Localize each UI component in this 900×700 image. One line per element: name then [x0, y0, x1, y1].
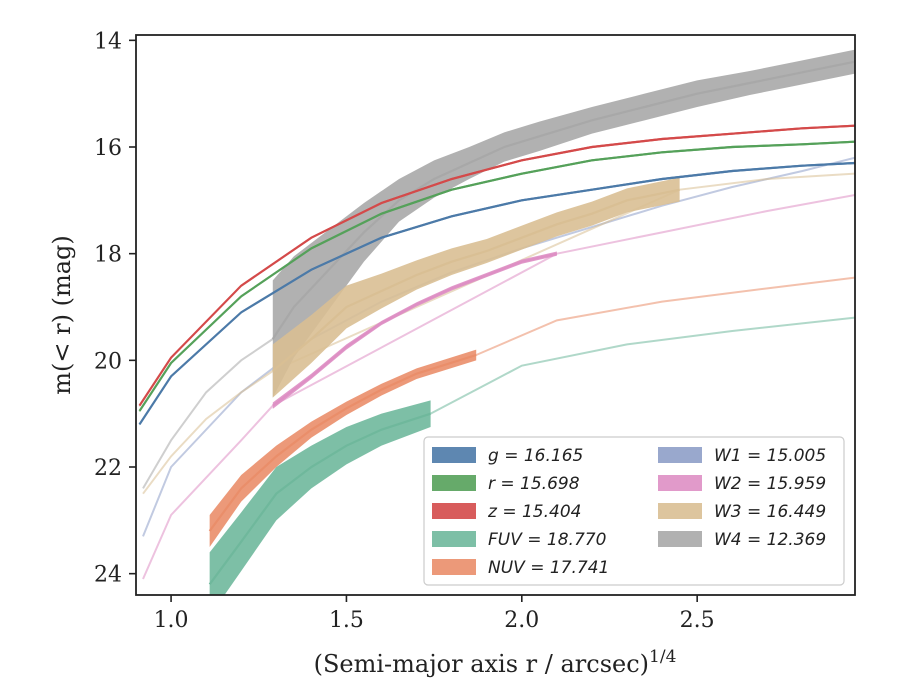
- band-centerline-w3: [272, 188, 680, 372]
- y-tick-label-14: 14: [94, 29, 122, 54]
- model-line-fuv: [430, 316, 855, 415]
- legend-label-fuv: FUV = 18.770: [488, 530, 606, 550]
- legend-swatch-r: [432, 475, 476, 491]
- band-centerline-z: [138, 124, 855, 407]
- band-centerline-r: [138, 140, 855, 412]
- y-tick-label-24: 24: [94, 563, 122, 588]
- legend-swatch-w1: [658, 447, 702, 463]
- legend-swatch-w3: [658, 503, 702, 519]
- x-tick-label-2-5: 2.5: [680, 608, 715, 633]
- model-line-w2: [142, 194, 855, 580]
- band-centerline-fuv: [208, 412, 431, 585]
- model-line-w4: [142, 338, 274, 489]
- legend-swatch-z: [432, 503, 476, 519]
- legend-swatch-w2: [658, 475, 702, 491]
- band-centerline-w2: [272, 252, 558, 407]
- band-centerline-g: [138, 161, 855, 425]
- x-tick-label-1-0: 1.0: [154, 608, 189, 633]
- plot-area: [138, 49, 855, 595]
- plot-frame: [135, 34, 856, 596]
- legend-label-w1: W1 = 15.005: [714, 446, 826, 466]
- band-w4: [272, 49, 855, 398]
- legend-label-w4: W4 = 12.369: [714, 530, 826, 550]
- axis-ticks: 1.0 1.5 2.0 2.5 14 16 18 20 22 24: [94, 29, 715, 633]
- legend-label-w2: W2 = 15.959: [714, 474, 826, 494]
- x-tick-label-2-0: 2.0: [504, 608, 539, 633]
- y-tick-label-22: 22: [94, 456, 122, 481]
- band-centerline-nuv: [208, 353, 477, 532]
- legend-label-nuv: NUV = 17.741: [488, 558, 609, 578]
- legend-swatch-w4: [658, 531, 702, 547]
- y-tick-label-20: 20: [94, 349, 122, 374]
- y-tick-label-18: 18: [94, 243, 122, 268]
- legend-box: [423, 436, 845, 586]
- y-axis-label: m(< r) (mag): [48, 235, 76, 394]
- x-axis-label: (Semi-major axis r / arcsec)1/4: [314, 647, 677, 678]
- legend-swatch-g: [432, 447, 476, 463]
- legend-label-g: g = 16.165: [488, 446, 583, 466]
- band-w3: [272, 177, 680, 398]
- legend-swatch-nuv: [432, 559, 476, 575]
- x-tick-label-1-5: 1.5: [329, 608, 364, 633]
- model-line-nuv: [475, 276, 855, 356]
- legend-label-z: z = 15.404: [487, 502, 581, 522]
- legend: g = 16.165 r = 15.698 z = 15.404 FUV = 18.7…: [423, 436, 845, 586]
- legend-label-r: r = 15.698: [488, 474, 580, 494]
- model-line-w3: [142, 172, 855, 495]
- y-tick-label-16: 16: [94, 136, 122, 161]
- legend-label-w3: W3 = 16.449: [714, 502, 826, 522]
- legend-swatch-fuv: [432, 531, 476, 547]
